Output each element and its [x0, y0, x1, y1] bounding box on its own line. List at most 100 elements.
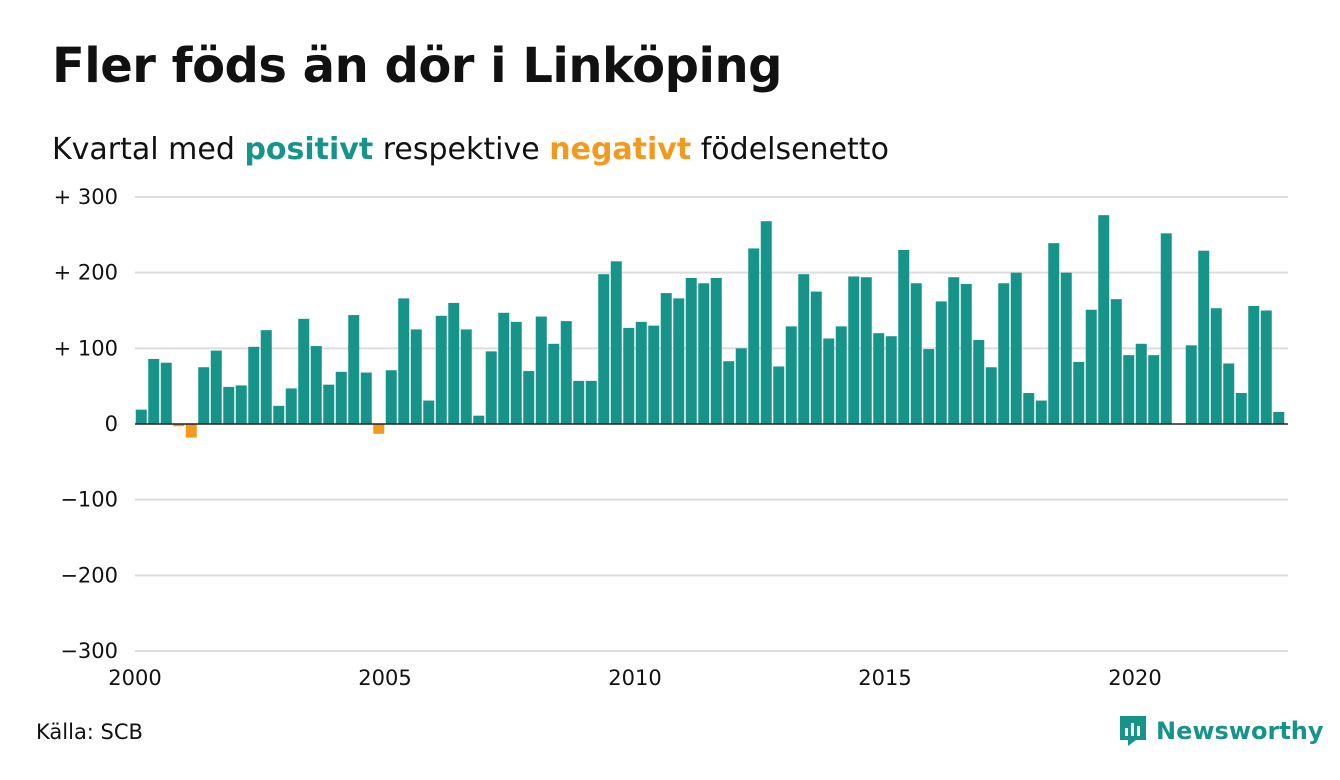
chart-subtitle: Kvartal med positivt respektive negativt…: [52, 132, 889, 167]
y-tick-label: + 100: [54, 336, 118, 360]
bar: [448, 302, 460, 424]
bar: [873, 333, 885, 424]
bar: [423, 400, 435, 424]
bar: [760, 221, 772, 424]
bar: [1110, 299, 1122, 424]
newsworthy-logo-icon: [1120, 716, 1146, 746]
bar: [948, 277, 960, 424]
bar: [648, 325, 660, 424]
bar: [473, 415, 485, 424]
bar: [848, 276, 860, 424]
y-tick-label: + 200: [54, 261, 118, 285]
bar: [210, 350, 222, 424]
bars: [135, 215, 1285, 438]
subtitle-negative: negativt: [549, 132, 692, 167]
y-tick-label: −100: [60, 488, 118, 512]
source-note: Källa: SCB: [36, 720, 143, 744]
bar: [1123, 355, 1135, 424]
bar: [1260, 310, 1272, 424]
bar: [360, 372, 372, 424]
bar: [310, 346, 322, 424]
y-tick-label: −300: [60, 639, 118, 663]
bar: [823, 338, 835, 424]
bar: [1248, 305, 1260, 424]
subtitle-positive: positivt: [244, 132, 374, 167]
bar: [348, 315, 360, 424]
bar: [1210, 308, 1222, 424]
bar: [635, 321, 647, 424]
bar: [885, 336, 897, 424]
bar: [798, 274, 810, 424]
bar: [910, 283, 922, 424]
bar-chart: + 300 + 200 + 100 0 −100 −200 −300 2000 2005 201…: [54, 185, 1288, 690]
bar: [1073, 361, 1085, 424]
bar: [323, 384, 335, 424]
bar: [410, 329, 422, 424]
bar: [860, 277, 872, 424]
bar: [623, 327, 635, 424]
bar: [773, 366, 785, 424]
bar: [660, 293, 672, 424]
x-tick-label: 2015: [858, 666, 911, 690]
bar: [435, 315, 447, 424]
bar: [1148, 355, 1160, 424]
bar: [585, 380, 597, 424]
bar: [523, 371, 535, 424]
bar: [510, 321, 522, 424]
bar: [285, 388, 297, 424]
bar: [835, 326, 847, 424]
bar: [985, 367, 997, 424]
y-tick-label: −200: [60, 563, 118, 587]
bar: [485, 351, 497, 424]
bar: [198, 367, 210, 424]
bar: [1235, 392, 1247, 424]
bar: [398, 298, 410, 424]
bar: [273, 405, 285, 424]
bar: [1010, 272, 1022, 424]
bar: [335, 371, 347, 424]
chart-title: Fler föds än dör i Linköping: [52, 38, 783, 94]
bar: [598, 274, 610, 424]
bar: [135, 409, 147, 424]
bar: [998, 283, 1010, 424]
bar: [248, 346, 260, 424]
bar: [148, 358, 160, 424]
bar: [935, 301, 947, 424]
bar: [673, 298, 685, 424]
bar: [535, 316, 547, 424]
bar: [1085, 309, 1097, 424]
bar: [1198, 250, 1210, 424]
bar: [1035, 400, 1047, 424]
bar: [735, 348, 747, 424]
bar: [223, 386, 235, 424]
bar: [1023, 392, 1035, 424]
bar: [785, 326, 797, 424]
subtitle-suffix: födelsenetto: [700, 132, 889, 167]
bar: [698, 283, 710, 424]
y-tick-label: 0: [105, 412, 118, 436]
bar: [573, 380, 585, 424]
bar: [1048, 243, 1060, 424]
bar: [235, 385, 247, 424]
bar: [748, 248, 760, 424]
bar: [185, 424, 197, 438]
bar: [723, 361, 735, 424]
bar: [385, 370, 397, 424]
subtitle-prefix: Kvartal med: [52, 132, 235, 167]
x-tick-label: 2000: [108, 666, 161, 690]
bar: [1098, 215, 1110, 424]
x-tick-label: 2020: [1108, 666, 1161, 690]
bar: [610, 261, 622, 424]
newsworthy-logo: Newsworthy: [1118, 714, 1324, 748]
bar: [898, 249, 910, 424]
bar: [160, 362, 172, 424]
bar: [460, 329, 472, 424]
bar: [1273, 411, 1285, 424]
bar: [923, 349, 935, 424]
bar: [1223, 363, 1235, 424]
bar: [373, 424, 385, 434]
subtitle-middle: respektive: [382, 132, 540, 167]
bar: [710, 277, 722, 424]
y-axis-ticks: + 300 + 200 + 100 0 −100 −200 −300: [54, 185, 118, 663]
bar: [1160, 233, 1172, 424]
